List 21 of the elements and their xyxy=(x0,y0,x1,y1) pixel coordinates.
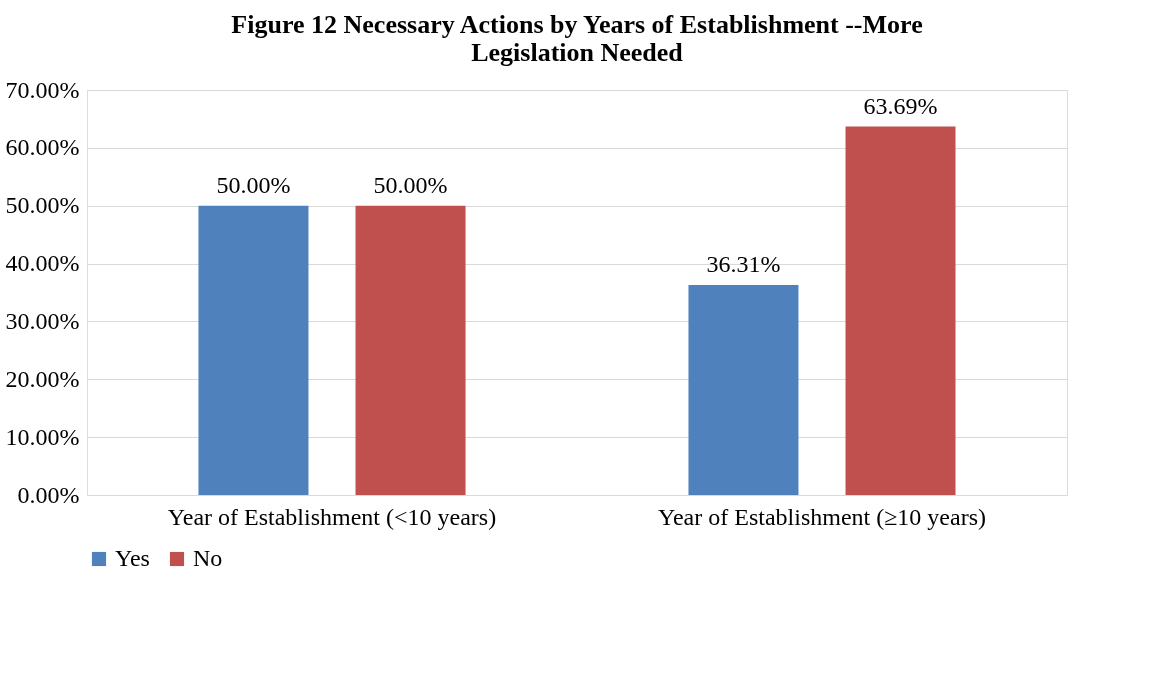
bar xyxy=(198,205,309,495)
data-label: 50.00% xyxy=(373,171,448,198)
legend-label: Yes xyxy=(115,545,150,571)
bar xyxy=(845,126,956,495)
bar xyxy=(355,205,466,495)
data-label: 50.00% xyxy=(216,171,291,198)
x-tick-label: Year of Establishment (≥10 years) xyxy=(658,503,986,530)
data-label: 36.31% xyxy=(706,250,781,277)
y-tick-label: 50.00% xyxy=(5,192,80,219)
data-label: 63.69% xyxy=(863,92,938,119)
y-tick-label: 20.00% xyxy=(5,365,80,392)
y-tick-label: 10.00% xyxy=(5,423,80,450)
y-tick-label: 0.00% xyxy=(17,481,80,508)
y-tick-label: 60.00% xyxy=(5,134,80,161)
x-tick-label: Year of Establishment (<10 years) xyxy=(167,503,497,530)
legend-label: No xyxy=(193,545,223,571)
y-tick-label: 30.00% xyxy=(5,307,80,334)
y-tick-label: 70.00% xyxy=(5,76,80,103)
bar xyxy=(688,284,799,495)
y-tick-label: 40.00% xyxy=(5,250,80,277)
chart-title: Figure 12 Necessary Actions by Years of Establishment --More Legislation Needed xyxy=(231,10,923,67)
